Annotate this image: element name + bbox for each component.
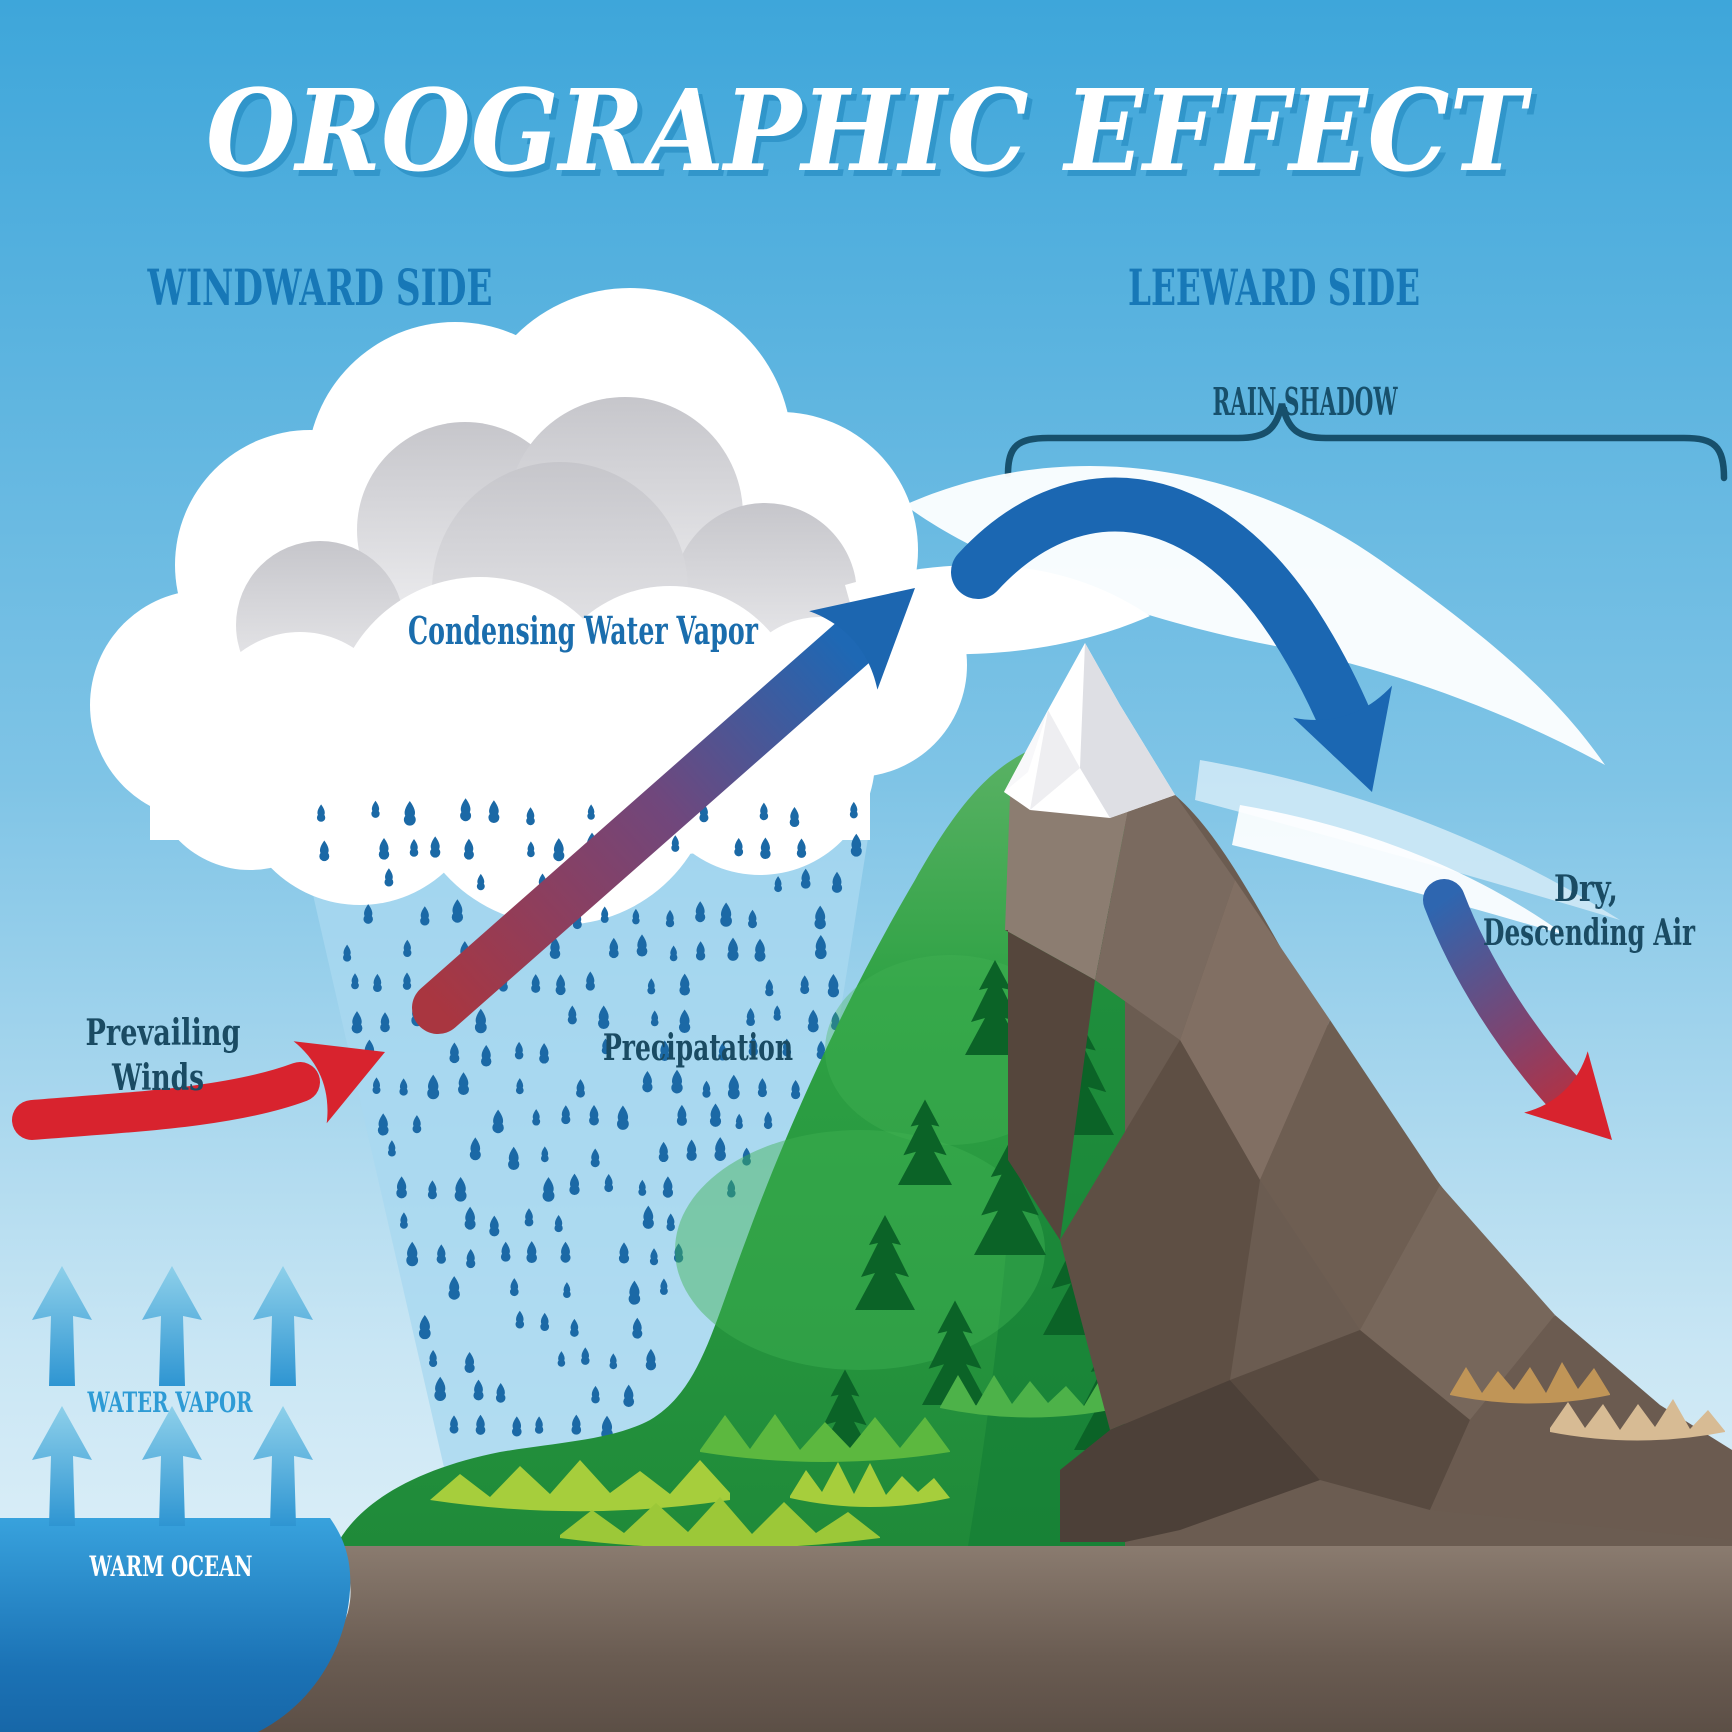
leeward-rock-slope xyxy=(1004,792,1732,1546)
page-title-shadow: OROGRAPHIC EFFECT xyxy=(211,72,1538,203)
dry-descending-air-label-line1: Dry, xyxy=(1554,868,1618,910)
warm-ocean: WARM OCEAN xyxy=(0,1518,351,1732)
precipitation-label: Precipatation xyxy=(603,1027,793,1069)
dry-descending-air-label-line2: Descending Air xyxy=(1483,912,1696,954)
wind-swoosh-group xyxy=(905,466,1620,920)
prevailing-wind-arrow-icon xyxy=(12,1011,402,1140)
windward-side-label: WINDWARD SIDE xyxy=(147,258,493,317)
water-vapor-label: WATER VAPOR xyxy=(87,1386,253,1419)
rising-air-arrow-icon xyxy=(412,548,950,1034)
snow-cap xyxy=(1004,643,1175,818)
condensing-water-vapor-label: Condensing Water Vapor xyxy=(408,608,759,653)
rain-shadow-brace xyxy=(1004,403,1728,482)
descending-air-arrow-icon xyxy=(1423,879,1644,1171)
wind-swoosh-over xyxy=(1232,805,1565,935)
green-grass-patches xyxy=(430,1375,1120,1549)
prevailing-winds-label-line2: Winds xyxy=(111,1057,204,1099)
cloud xyxy=(90,288,1150,925)
warm-ocean-label: WARM OCEAN xyxy=(89,1550,253,1583)
rock-facets xyxy=(1005,795,1732,1542)
prevailing-winds-label-line1: Prevailing xyxy=(86,1012,241,1054)
over-mountain-arrow-icon xyxy=(951,477,1422,809)
rain-shadow-label: RAIN SHADOW xyxy=(1213,379,1399,424)
front-land xyxy=(252,1546,1732,1732)
page-title: OROGRAPHIC EFFECT xyxy=(206,66,1533,197)
leeward-side-label: LEEWARD SIDE xyxy=(1128,258,1420,317)
dry-grass-patches xyxy=(1450,1362,1725,1441)
